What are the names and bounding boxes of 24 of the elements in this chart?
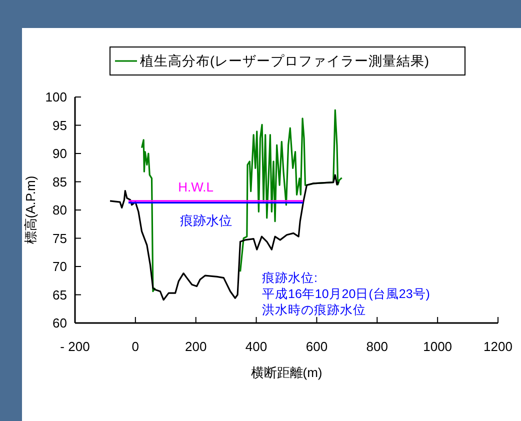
x-tick-label: 600 [306,339,328,354]
line-series [109,174,340,301]
x-tick-label: 1000 [423,339,452,354]
annotation: 痕跡水位: 平成16年10月20日(台風23号) 洪水時の痕跡水位 [262,271,430,317]
annotation: H.W.L [178,180,214,195]
x-tick-label: 0 [132,339,140,354]
y-tick-label: 65 [52,287,67,302]
x-tick-label: 1200 [484,339,512,354]
y-tick-label: 75 [52,230,67,246]
x-tick-label: 400 [245,339,268,354]
legend-label: 植生高分布(レーザープロファイラー測量結果) [140,54,429,69]
x-tick-label: 200 [185,339,207,354]
y-tick-label: 70 [52,259,67,274]
x-axis-title: 横断距離(m) [250,365,322,380]
x-tick-label: - 200 [60,339,90,354]
annotation: 痕跡水位 [180,213,232,228]
y-tick-label: 95 [52,118,67,133]
y-tick-label: 80 [52,202,67,218]
y-axis-title: 標高(A.P.m) [23,176,38,244]
y-tick-label: 85 [52,174,67,190]
y-tick-label: 60 [52,316,67,331]
x-tick-label: 800 [366,339,388,354]
y-tick-label: 100 [45,90,67,105]
y-tick-label: 90 [52,146,67,162]
